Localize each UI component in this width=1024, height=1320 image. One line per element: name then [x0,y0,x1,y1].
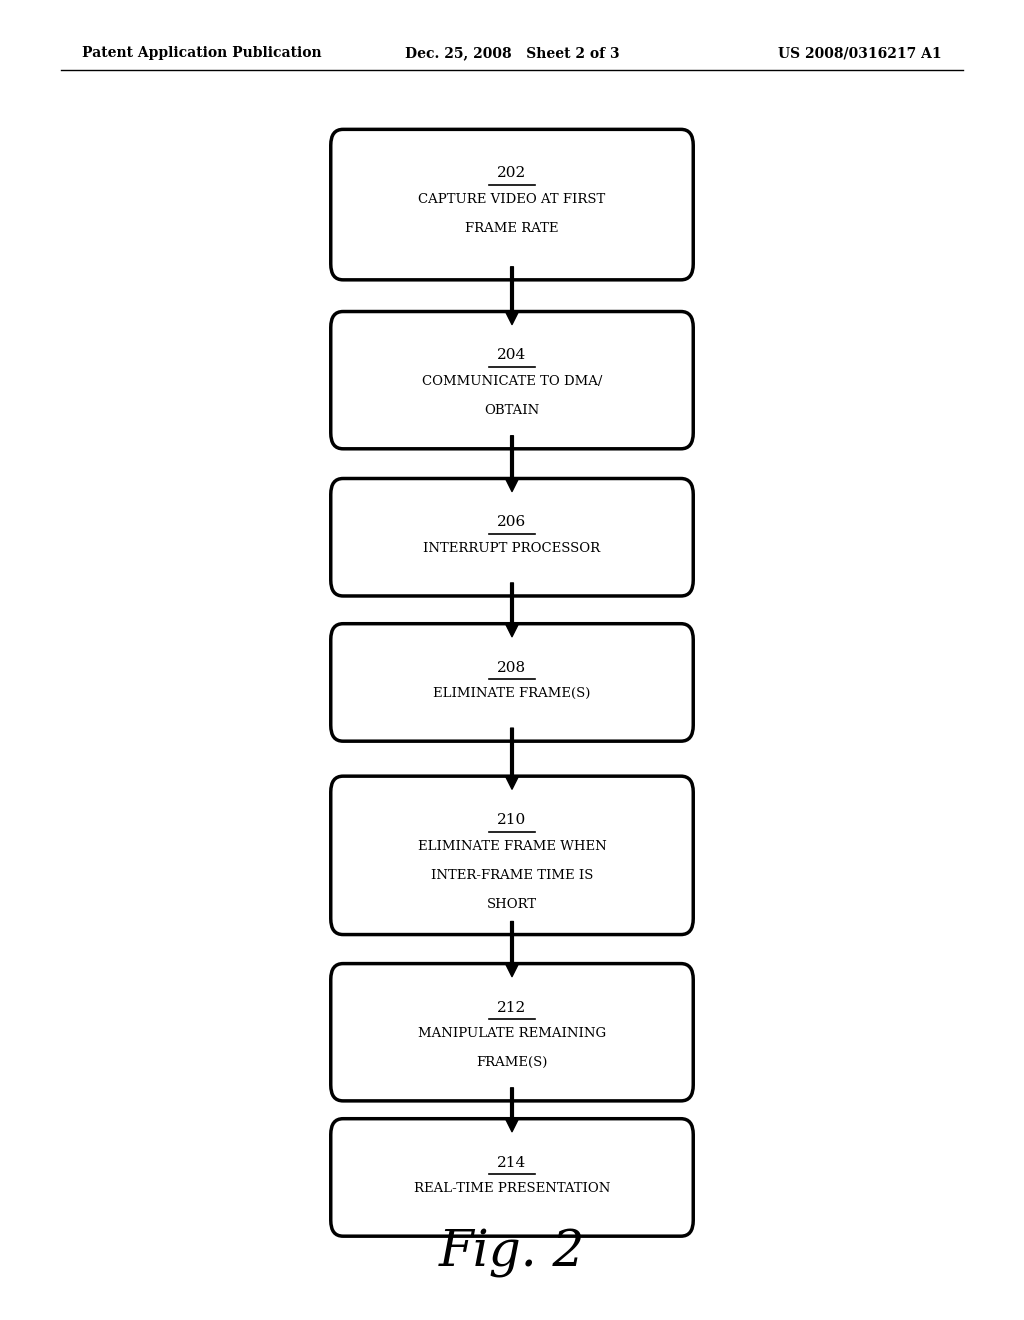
Text: US 2008/0316217 A1: US 2008/0316217 A1 [778,46,942,61]
Text: INTER-FRAME TIME IS: INTER-FRAME TIME IS [431,869,593,882]
Text: 208: 208 [498,661,526,675]
Text: Dec. 25, 2008   Sheet 2 of 3: Dec. 25, 2008 Sheet 2 of 3 [404,46,620,61]
Text: FRAME RATE: FRAME RATE [465,222,559,235]
Text: Patent Application Publication: Patent Application Publication [82,46,322,61]
Text: 202: 202 [498,166,526,181]
Text: 214: 214 [498,1156,526,1170]
Text: CAPTURE VIDEO AT FIRST: CAPTURE VIDEO AT FIRST [419,193,605,206]
Text: SHORT: SHORT [487,898,537,911]
Text: ELIMINATE FRAME(S): ELIMINATE FRAME(S) [433,686,591,700]
Text: COMMUNICATE TO DMA/: COMMUNICATE TO DMA/ [422,375,602,388]
Text: ELIMINATE FRAME WHEN: ELIMINATE FRAME WHEN [418,840,606,853]
Text: REAL-TIME PRESENTATION: REAL-TIME PRESENTATION [414,1183,610,1195]
Text: Fig. 2: Fig. 2 [439,1229,585,1278]
Text: MANIPULATE REMAINING: MANIPULATE REMAINING [418,1027,606,1040]
Text: INTERRUPT PROCESSOR: INTERRUPT PROCESSOR [424,543,600,554]
Text: 212: 212 [498,1001,526,1015]
Text: FRAME(S): FRAME(S) [476,1056,548,1069]
Text: 206: 206 [498,516,526,529]
Text: OBTAIN: OBTAIN [484,404,540,417]
Text: 204: 204 [498,348,526,363]
Text: 210: 210 [498,813,526,828]
